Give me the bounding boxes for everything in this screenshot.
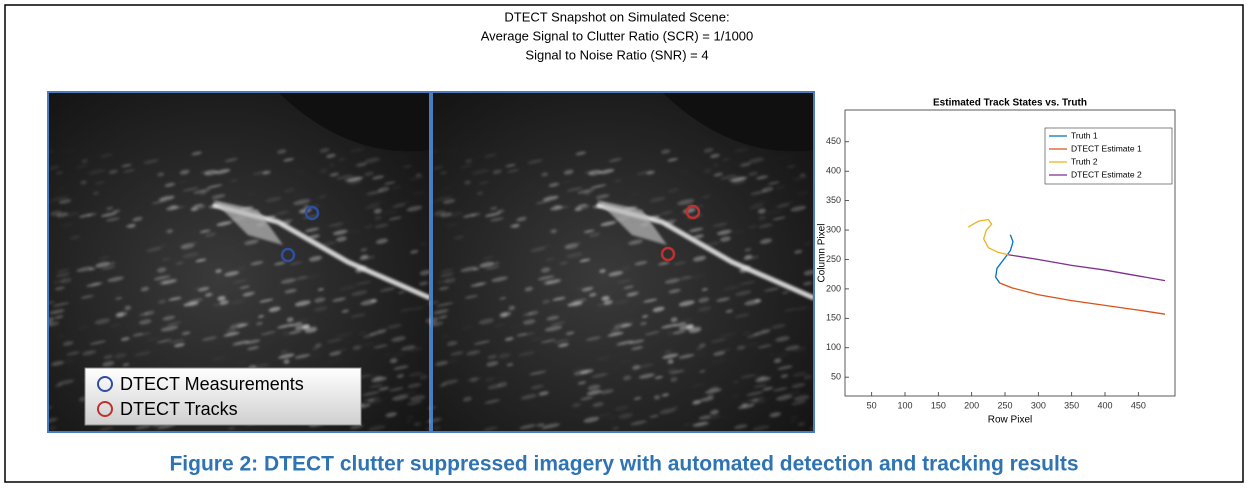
chart: Estimated Track States vs. Truth Row Pixe… [817, 98, 1175, 426]
legend-label: Truth 2 [1071, 156, 1098, 166]
header-line: Signal to Noise Ratio (SNR) = 4 [525, 47, 708, 62]
legend-label: DTECT Estimate 2 [1071, 169, 1142, 179]
page: DTECT Snapshot on Simulated Scene: Avera… [0, 0, 1248, 492]
x-tick-label: 400 [1097, 400, 1112, 410]
legend-label: DTECT Measurements [120, 374, 304, 394]
x-tick-label: 250 [997, 400, 1012, 410]
y-tick-label: 100 [826, 342, 841, 352]
x-tick-label: 100 [897, 400, 912, 410]
y-tick-label: 150 [826, 313, 841, 323]
header-line: DTECT Snapshot on Simulated Scene: [504, 9, 729, 24]
y-tick-label: 250 [826, 254, 841, 264]
x-tick-label: 50 [867, 400, 877, 410]
image-legend: DTECT Measurements DTECT Tracks [85, 368, 361, 425]
x-axis-label: Row Pixel [988, 415, 1032, 426]
y-tick-label: 50 [831, 372, 841, 382]
y-tick-label: 200 [826, 283, 841, 293]
legend-label: DTECT Estimate 1 [1071, 143, 1142, 153]
legend-label: DTECT Tracks [120, 399, 238, 419]
x-tick-label: 200 [964, 400, 979, 410]
caption: Figure 2: DTECT clutter suppressed image… [169, 453, 1078, 476]
x-tick-label: 350 [1064, 400, 1079, 410]
x-tick-label: 450 [1131, 400, 1146, 410]
legend-label: Truth 1 [1071, 130, 1098, 140]
figure: DTECT Snapshot on Simulated Scene: Avera… [0, 0, 1248, 487]
header-line: Average Signal to Clutter Ratio (SCR) = … [481, 28, 754, 43]
x-tick-label: 150 [931, 400, 946, 410]
x-tick-label: 300 [1031, 400, 1046, 410]
y-tick-label: 450 [826, 136, 841, 146]
y-tick-label: 300 [826, 224, 841, 234]
image-panel [425, 92, 819, 432]
chart-title: Estimated Track States vs. Truth [933, 98, 1087, 109]
y-tick-label: 350 [826, 195, 841, 205]
y-tick-label: 400 [826, 166, 841, 176]
